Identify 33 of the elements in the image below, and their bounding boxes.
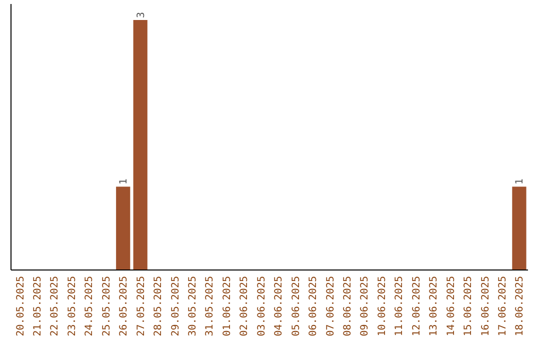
x-tick-label: 06.06.2025 bbox=[308, 276, 320, 336]
x-tick-label: 25.05.2025 bbox=[101, 276, 112, 336]
x-tick-label: 14.06.2025 bbox=[446, 276, 457, 336]
x-tick-label: 31.05.2025 bbox=[204, 276, 216, 336]
x-tick-label: 01.06.2025 bbox=[222, 276, 233, 336]
x-tick-label: 23.05.2025 bbox=[66, 276, 78, 336]
x-tick-label: 30.05.2025 bbox=[188, 276, 198, 336]
x-tick-label: 03.06.2025 bbox=[256, 276, 268, 336]
x-tick-label: 17.06.2025 bbox=[497, 276, 508, 336]
x-tick-label: 28.05.2025 bbox=[153, 276, 164, 336]
x-tick-label: 02.06.2025 bbox=[239, 276, 250, 336]
x-tick-label: 29.05.2025 bbox=[170, 276, 182, 336]
x-tick-label: 10.06.2025 bbox=[376, 276, 388, 336]
x-tick-label: 07.06.2025 bbox=[325, 276, 336, 336]
x-tick-label: 24.05.2025 bbox=[84, 276, 96, 336]
x-tick-label: 11.06.2025 bbox=[394, 276, 406, 336]
x-tick-label: 13.06.2025 bbox=[428, 276, 440, 336]
x-tick-label: 18.06.2025 bbox=[514, 276, 526, 336]
x-tick-label: 20.05.2025 bbox=[15, 276, 26, 336]
x-tick-label: 04.06.2025 bbox=[274, 276, 285, 336]
data-label: 1 bbox=[118, 178, 130, 185]
x-tick-label: 22.05.2025 bbox=[50, 276, 61, 336]
x-tick-label: 21.05.2025 bbox=[32, 276, 44, 336]
x-tick-label: 09.06.2025 bbox=[360, 276, 371, 336]
data-label: 1 bbox=[514, 178, 526, 185]
data-label: 3 bbox=[136, 12, 147, 18]
x-tick-label: 05.06.2025 bbox=[290, 276, 302, 336]
x-tick-label: 26.05.2025 bbox=[118, 276, 130, 336]
x-tick-label: 27.05.2025 bbox=[136, 276, 147, 336]
x-tick-label: 15.06.2025 bbox=[463, 276, 474, 336]
x-tick-label: 08.06.2025 bbox=[342, 276, 354, 336]
x-tick-label: 16.06.2025 bbox=[480, 276, 492, 336]
x-tick-label: 12.06.2025 bbox=[411, 276, 422, 336]
